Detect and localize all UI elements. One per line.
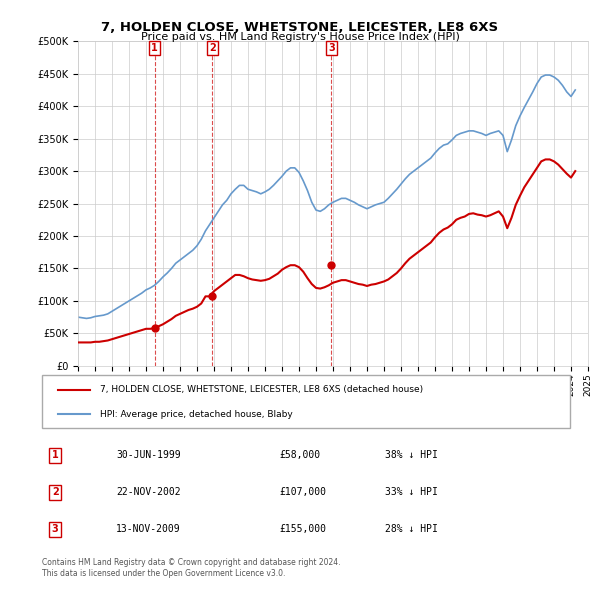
Text: Price paid vs. HM Land Registry's House Price Index (HPI): Price paid vs. HM Land Registry's House … <box>140 32 460 42</box>
Text: 30-JUN-1999: 30-JUN-1999 <box>116 450 181 460</box>
Text: £155,000: £155,000 <box>280 525 326 535</box>
Text: 33% ↓ HPI: 33% ↓ HPI <box>385 487 438 497</box>
FancyBboxPatch shape <box>42 375 570 428</box>
Text: 3: 3 <box>52 525 59 535</box>
Text: 2: 2 <box>52 487 59 497</box>
Text: 22-NOV-2002: 22-NOV-2002 <box>116 487 181 497</box>
Text: £107,000: £107,000 <box>280 487 326 497</box>
Text: 7, HOLDEN CLOSE, WHETSTONE, LEICESTER, LE8 6XS (detached house): 7, HOLDEN CLOSE, WHETSTONE, LEICESTER, L… <box>100 385 423 394</box>
Text: 1: 1 <box>151 43 158 53</box>
Text: 1: 1 <box>52 450 59 460</box>
Text: 3: 3 <box>328 43 335 53</box>
Text: 28% ↓ HPI: 28% ↓ HPI <box>385 525 438 535</box>
Text: 7, HOLDEN CLOSE, WHETSTONE, LEICESTER, LE8 6XS: 7, HOLDEN CLOSE, WHETSTONE, LEICESTER, L… <box>101 21 499 34</box>
Text: Contains HM Land Registry data © Crown copyright and database right 2024.: Contains HM Land Registry data © Crown c… <box>42 558 341 566</box>
Text: 13-NOV-2009: 13-NOV-2009 <box>116 525 181 535</box>
Text: HPI: Average price, detached house, Blaby: HPI: Average price, detached house, Blab… <box>100 410 293 419</box>
Text: This data is licensed under the Open Government Licence v3.0.: This data is licensed under the Open Gov… <box>42 569 286 578</box>
Text: 2: 2 <box>209 43 215 53</box>
Text: £58,000: £58,000 <box>280 450 321 460</box>
Text: 38% ↓ HPI: 38% ↓ HPI <box>385 450 438 460</box>
